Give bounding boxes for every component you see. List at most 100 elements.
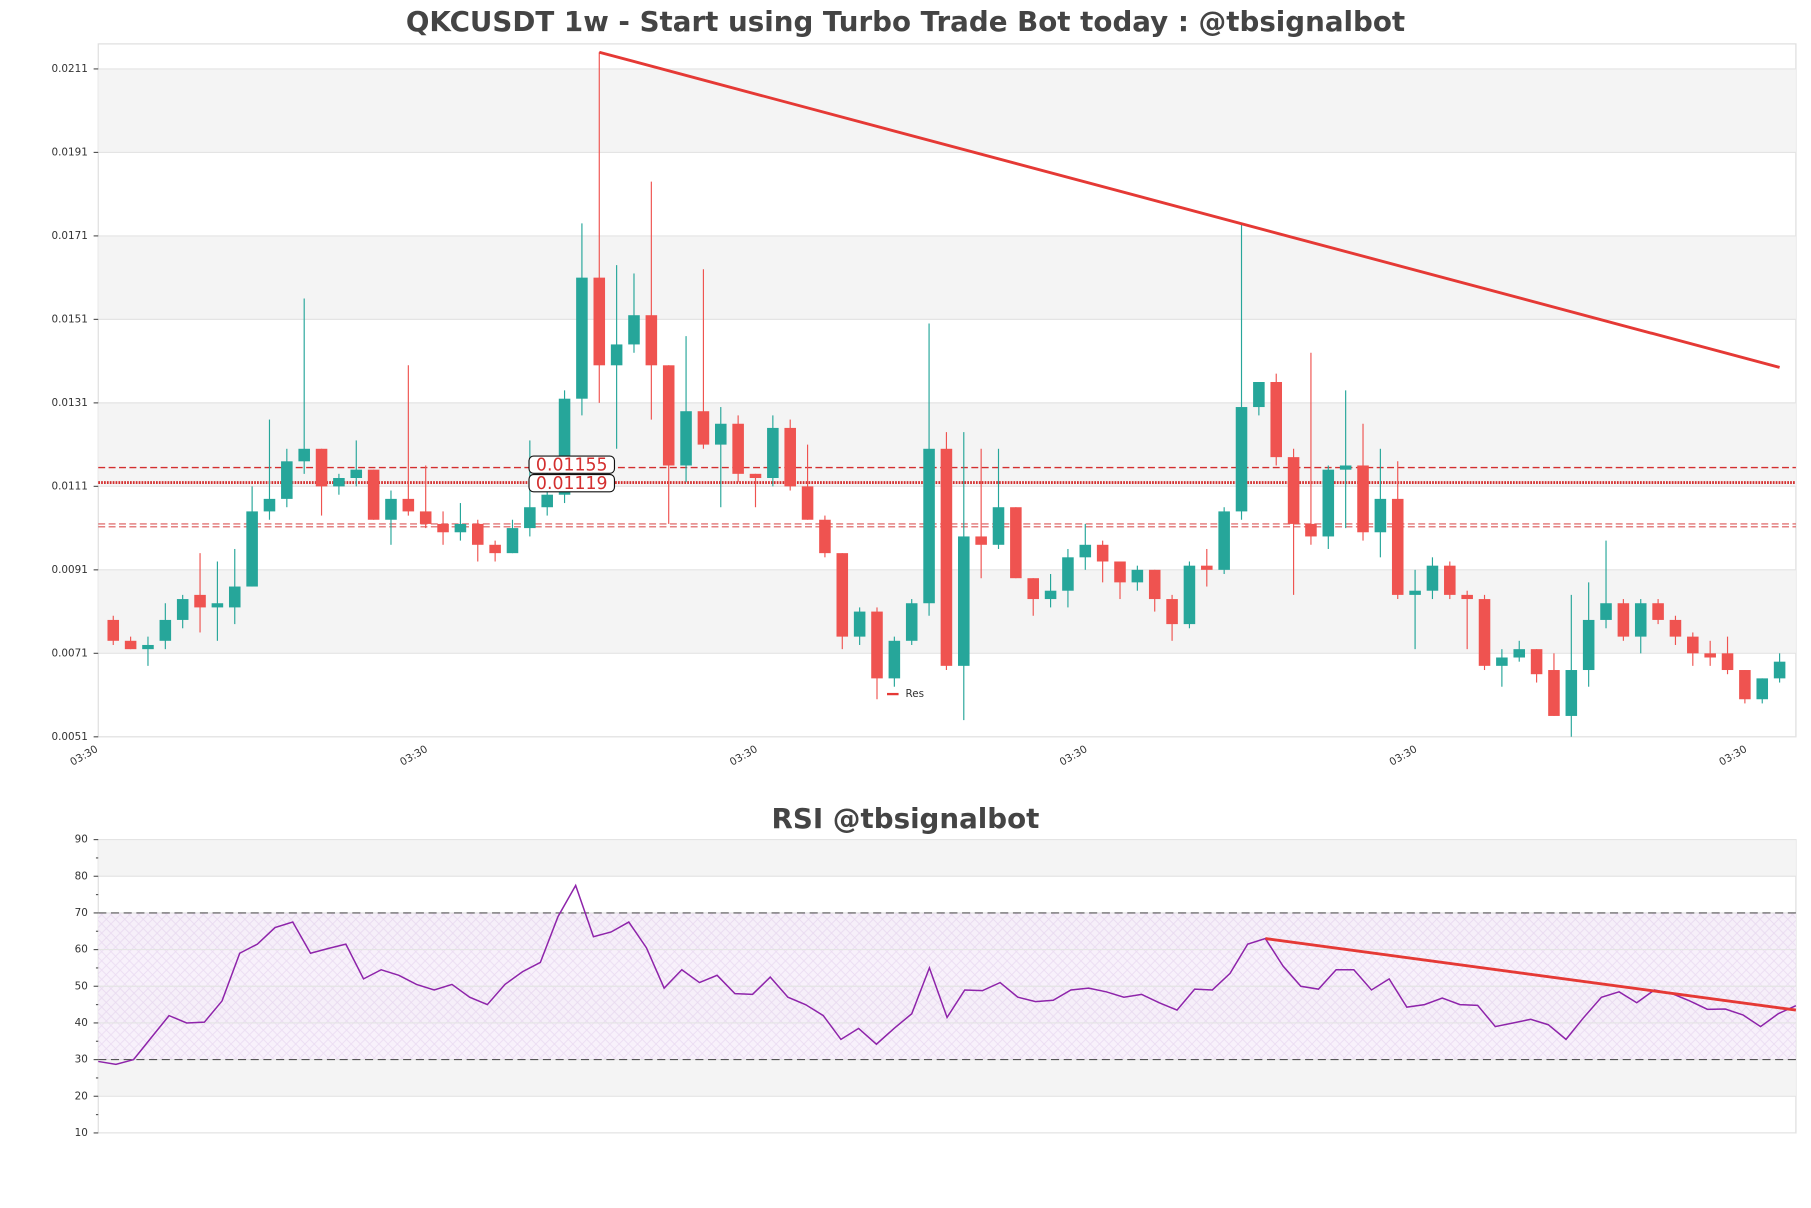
candle-body bbox=[246, 511, 258, 587]
candle-body bbox=[1478, 599, 1491, 666]
candle-body bbox=[228, 586, 241, 608]
y-tick-label: 0.0171 bbox=[52, 230, 88, 242]
candle-body bbox=[1391, 498, 1404, 595]
candle-body bbox=[1426, 565, 1439, 591]
candle-body bbox=[732, 423, 744, 474]
candle-body bbox=[1669, 619, 1682, 637]
candle-body bbox=[1565, 670, 1578, 716]
candle-body bbox=[350, 469, 363, 479]
candle-body bbox=[819, 519, 831, 554]
candle-body bbox=[385, 498, 397, 520]
candle-body bbox=[1305, 523, 1317, 537]
x-tick-label: 03:30 bbox=[1058, 743, 1090, 768]
candle-body bbox=[1374, 498, 1387, 533]
y-tick-label: 0.0091 bbox=[52, 564, 88, 576]
chart-title: QKCUSDT 1w - Start using Turbo Trade Bot… bbox=[406, 5, 1405, 38]
candle-body bbox=[1096, 544, 1109, 562]
candle-body bbox=[1339, 465, 1352, 470]
band bbox=[98, 839, 1796, 877]
candle-body bbox=[628, 315, 640, 345]
candle-body bbox=[142, 644, 154, 650]
price-label: 0.01155 bbox=[536, 455, 608, 475]
candle-body bbox=[645, 315, 658, 366]
candle-body bbox=[767, 427, 779, 479]
y-tick-label: 50 bbox=[75, 980, 88, 992]
candle-body bbox=[1253, 381, 1265, 408]
candle-body bbox=[1687, 636, 1699, 654]
x-tick-label: 03:30 bbox=[1717, 743, 1749, 768]
candle-body bbox=[1062, 557, 1074, 591]
candle-body bbox=[1409, 590, 1421, 595]
candle-body bbox=[1183, 565, 1196, 625]
price-label-box bbox=[528, 473, 616, 493]
candle-body bbox=[888, 640, 901, 679]
candle-body bbox=[558, 398, 571, 495]
candle-body bbox=[541, 494, 553, 508]
rsi-title: RSI @tbsignalbot bbox=[772, 802, 1040, 835]
y-tick-label: 20 bbox=[75, 1090, 88, 1102]
candle-body bbox=[940, 448, 953, 666]
y-tick-label: 70 bbox=[75, 907, 88, 919]
candle-body bbox=[749, 473, 762, 479]
candle-body bbox=[1218, 511, 1230, 570]
candle-body bbox=[194, 594, 206, 608]
candle-body bbox=[1287, 457, 1300, 524]
candle-body bbox=[1235, 407, 1248, 512]
candle-body bbox=[1322, 469, 1335, 537]
x-tick-label: 03:30 bbox=[398, 743, 430, 768]
y-tick-label: 0.0071 bbox=[52, 647, 88, 659]
candle-body bbox=[1548, 670, 1560, 716]
y-tick-label: 0.0111 bbox=[52, 480, 88, 492]
candle-body bbox=[680, 411, 692, 466]
candle-body bbox=[124, 640, 137, 650]
candle-body bbox=[1739, 670, 1751, 700]
candle-body bbox=[333, 478, 345, 487]
candle-body bbox=[1600, 603, 1612, 620]
candle-body bbox=[801, 486, 814, 520]
candle-body bbox=[506, 528, 519, 554]
candle-body bbox=[489, 544, 501, 554]
candle-body bbox=[1010, 507, 1022, 579]
candle-body bbox=[1270, 381, 1283, 458]
candle-body bbox=[1721, 653, 1734, 671]
candle-body bbox=[1166, 599, 1178, 625]
candle-body bbox=[159, 619, 172, 641]
candle-body bbox=[662, 365, 675, 466]
band bbox=[98, 1059, 1796, 1097]
y-tick-label: 0.0151 bbox=[52, 313, 88, 325]
candle-body bbox=[1773, 661, 1786, 679]
candle-body bbox=[593, 277, 606, 366]
trendline bbox=[598, 50, 1780, 369]
candle-body bbox=[1634, 603, 1647, 637]
candle-body bbox=[1530, 649, 1543, 675]
candle-body bbox=[281, 461, 293, 499]
candle-body bbox=[1079, 544, 1092, 558]
candle-body bbox=[992, 507, 1005, 545]
candle-body bbox=[176, 599, 189, 620]
candle-body bbox=[107, 619, 120, 641]
price-label: 0.01119 bbox=[536, 474, 608, 494]
candle-body bbox=[471, 523, 484, 545]
x-tick-label: 03:30 bbox=[728, 743, 760, 768]
candle-body bbox=[211, 603, 224, 608]
band bbox=[98, 68, 1796, 153]
y-tick-label: 30 bbox=[75, 1054, 88, 1066]
candle-body bbox=[1582, 619, 1595, 671]
candle-body bbox=[1027, 578, 1039, 600]
candle-body bbox=[1044, 590, 1057, 600]
y-tick-label: 0.0191 bbox=[52, 146, 88, 158]
candle-body bbox=[454, 523, 467, 533]
rsi-line bbox=[98, 883, 1797, 1066]
candle-body bbox=[437, 523, 449, 533]
candle-body bbox=[958, 536, 970, 666]
y-tick-label: 90 bbox=[75, 834, 88, 846]
candle-body bbox=[853, 611, 866, 637]
x-tick-label: 03:30 bbox=[68, 743, 100, 768]
candle-body bbox=[1704, 653, 1716, 658]
candle-body bbox=[524, 507, 536, 529]
candle-body bbox=[1617, 603, 1630, 637]
y-tick-label: 80 bbox=[75, 870, 88, 882]
candle-body bbox=[315, 448, 328, 487]
y-tick-label: 40 bbox=[75, 1017, 88, 1029]
candle-body bbox=[697, 411, 710, 445]
